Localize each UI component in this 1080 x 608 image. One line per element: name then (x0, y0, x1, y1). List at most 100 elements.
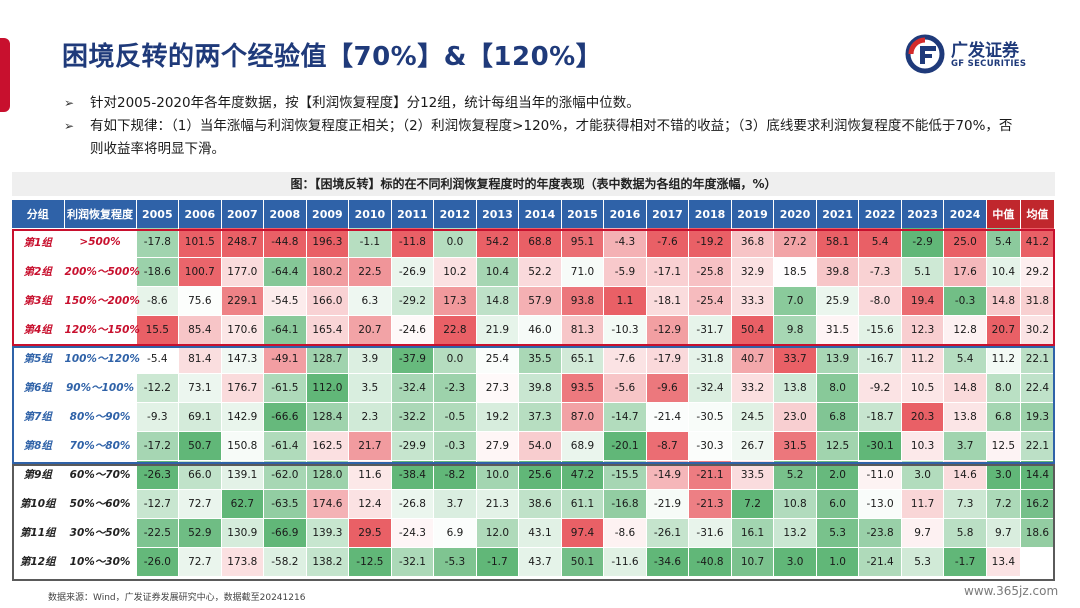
table-row: 第5组 100%～120% -5.4 81.4 147.3 -49.1 128.7 3.9 -3… (12, 344, 1056, 374)
value-cell: 16.1 (731, 518, 775, 548)
value-cell: -25.8 (688, 257, 732, 287)
column-header: 2021 (816, 200, 860, 228)
value-cell: 26.7 (731, 431, 775, 461)
value-cell: 19.4 (901, 286, 945, 316)
value-cell: -62.0 (263, 460, 307, 490)
value-cell: -32.4 (391, 373, 435, 403)
value-cell: -64.1 (263, 315, 307, 345)
arrow-bullet-icon: ➢ (64, 119, 75, 133)
bullet-text: 针对2005-2020年各年度数据，按【利润恢复程度】分12组，统计每组当年的涨… (90, 95, 640, 111)
value-cell: -13.0 (858, 489, 902, 519)
group-label: 第1组 (12, 228, 65, 258)
value-cell: 6.9 (433, 518, 477, 548)
value-cell: 5.4 (858, 228, 902, 258)
bullet-item: ➢ 有如下规律：（1）当年涨幅与利润恢复程度正相关；（2）利润恢复程度>120%… (64, 115, 1024, 161)
column-header: 2022 (858, 200, 902, 228)
value-cell: 54.2 (476, 228, 520, 258)
value-cell: -26.9 (391, 257, 435, 287)
value-cell: 29.5 (348, 518, 392, 548)
value-cell: -2.9 (901, 228, 945, 258)
value-cell: 128.7 (306, 344, 350, 374)
recovery-range-label: >500% (64, 228, 137, 258)
value-cell: 150.8 (221, 431, 265, 461)
value-cell: 3.0 (901, 460, 945, 490)
value-cell: -32.1 (391, 547, 435, 577)
value-cell: -54.5 (263, 286, 307, 316)
value-cell: -66.6 (263, 402, 307, 432)
value-cell: 93.5 (561, 373, 605, 403)
recovery-range-label: 60%～70% (64, 460, 137, 490)
value-cell: -64.4 (263, 257, 307, 287)
value-cell: -30.3 (688, 431, 732, 461)
value-cell: -22.5 (136, 518, 180, 548)
value-cell: -9.2 (858, 373, 902, 403)
value-cell: 57.9 (518, 286, 562, 316)
group-label: 第11组 (12, 518, 65, 548)
value-cell: 25.4 (476, 344, 520, 374)
value-cell: 43.7 (518, 547, 562, 577)
value-cell: -9.3 (136, 402, 180, 432)
column-header: 2015 (561, 200, 605, 228)
value-cell: -18.1 (646, 286, 690, 316)
value-cell: 95.1 (561, 228, 605, 258)
value-cell: 0.0 (433, 228, 477, 258)
value-cell: 27.3 (476, 373, 520, 403)
value-cell: -21.3 (688, 489, 732, 519)
watermark: www.365jz.com (962, 584, 1061, 598)
page-title: 困境反转的两个经验值【70%】&【120%】 (62, 42, 603, 72)
value-cell: -21.9 (646, 489, 690, 519)
value-cell: -49.1 (263, 344, 307, 374)
value-cell: -11.8 (391, 228, 435, 258)
value-cell: 47.2 (561, 460, 605, 490)
value-cell: 196.3 (306, 228, 350, 258)
value-cell: -18.6 (136, 257, 180, 287)
table-row: 第8组 70%～80% -17.2 50.7 150.8 -61.4 162.5 21.7 -2… (12, 431, 1056, 461)
column-header: 2007 (221, 200, 265, 228)
value-cell: 21.7 (348, 431, 392, 461)
table-row: 第6组 90%～100% -12.2 73.1 176.7 -61.5 112.0 3.5 -3… (12, 373, 1056, 403)
group-label: 第8组 (12, 431, 65, 461)
group-label: 第12组 (12, 547, 65, 577)
value-cell: 8.0 (816, 373, 860, 403)
value-cell: 50.1 (561, 547, 605, 577)
value-cell: 38.6 (518, 489, 562, 519)
column-header: 利润恢复程度 (64, 200, 137, 228)
value-cell: 3.5 (348, 373, 392, 403)
value-cell: 162.5 (306, 431, 350, 461)
group-label: 第3组 (12, 286, 65, 316)
value-cell (1020, 547, 1056, 577)
value-cell: -5.3 (433, 547, 477, 577)
value-cell: -0.3 (433, 431, 477, 461)
value-cell: 1.1 (603, 286, 647, 316)
value-cell: -12.9 (646, 315, 690, 345)
group-label: 第5组 (12, 344, 65, 374)
value-cell: 128.0 (306, 460, 350, 490)
value-cell: -32.2 (391, 402, 435, 432)
table-body: 第1组 >500% -17.8 101.5 248.7 -44.8 196.3 -1.1 -11… (12, 228, 1056, 577)
value-cell: -12.2 (136, 373, 180, 403)
value-cell: 10.5 (901, 373, 945, 403)
value-cell: -7.6 (603, 344, 647, 374)
value-cell: 39.8 (518, 373, 562, 403)
value-cell: 12.0 (476, 518, 520, 548)
group-label: 第2组 (12, 257, 65, 287)
bullet-list: ➢ 针对2005-2020年各年度数据，按【利润恢复程度】分12组，统计每组当年… (64, 92, 1024, 161)
value-cell: 39.8 (816, 257, 860, 287)
value-cell: -5.4 (136, 344, 180, 374)
value-cell: 14.4 (1020, 460, 1056, 490)
value-cell: -24.3 (391, 518, 435, 548)
value-cell: 62.7 (221, 489, 265, 519)
column-header: 2019 (731, 200, 775, 228)
value-cell: 14.8 (476, 286, 520, 316)
recovery-range-label: 90%～100% (64, 373, 137, 403)
value-cell: -8.2 (433, 460, 477, 490)
value-cell: -15.6 (858, 315, 902, 345)
column-header: 中值 (986, 200, 1021, 228)
value-cell: -18.7 (858, 402, 902, 432)
table-row: 第10组 50%～60% -12.7 72.7 62.7 -63.5 174.6 12.4 -2… (12, 489, 1056, 519)
value-cell: 5.8 (943, 518, 987, 548)
value-cell: -2.3 (433, 373, 477, 403)
value-cell: -17.2 (136, 431, 180, 461)
recovery-range-label: 50%～60% (64, 489, 137, 519)
value-cell: 31.5 (816, 315, 860, 345)
